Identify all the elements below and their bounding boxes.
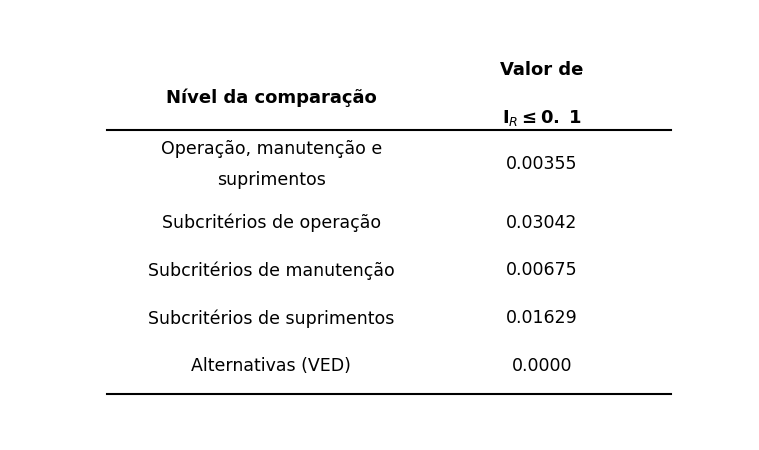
Text: 0.00675: 0.00675 — [506, 261, 578, 279]
Text: Subcritérios de suprimentos: Subcritérios de suprimentos — [148, 309, 395, 328]
Text: Valor de: Valor de — [500, 61, 584, 79]
Text: Operação, manutenção e: Operação, manutenção e — [161, 140, 382, 158]
Text: Nível da comparação: Nível da comparação — [166, 88, 376, 107]
Text: 0.0000: 0.0000 — [512, 357, 572, 375]
Text: 0.01629: 0.01629 — [506, 309, 578, 327]
Text: Subcritérios de operação: Subcritérios de operação — [162, 213, 381, 232]
Text: Alternativas (VED): Alternativas (VED) — [191, 357, 351, 375]
Text: $\mathbf{I_{\it{R}} \leq 0.\ 1}$: $\mathbf{I_{\it{R}} \leq 0.\ 1}$ — [502, 108, 582, 128]
Text: 0.00355: 0.00355 — [506, 155, 578, 173]
Text: Subcritérios de manutenção: Subcritérios de manutenção — [148, 261, 395, 280]
Text: 0.03042: 0.03042 — [506, 214, 578, 232]
Text: suprimentos: suprimentos — [217, 171, 326, 189]
